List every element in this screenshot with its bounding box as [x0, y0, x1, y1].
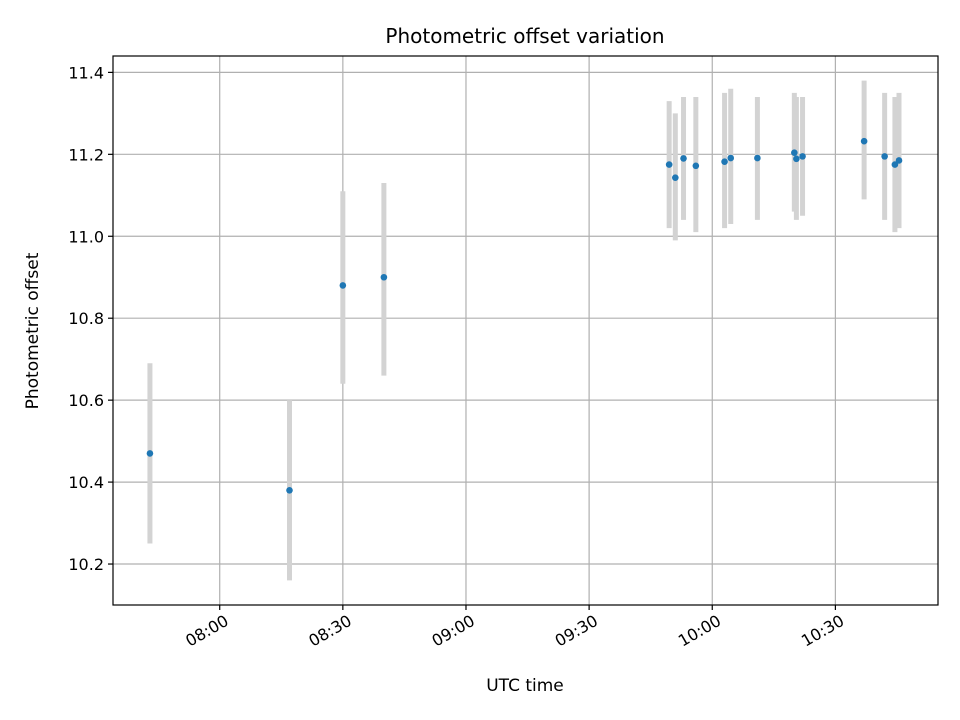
x-tick-label: 08:00: [182, 611, 231, 651]
x-axis-label: UTC time: [486, 676, 564, 696]
data-point: [721, 158, 728, 166]
plot-background: [113, 56, 938, 605]
y-tick-label: 10.2: [68, 555, 104, 574]
x-tick-label: 10:30: [798, 611, 847, 651]
data-point: [286, 486, 293, 494]
data-point: [895, 157, 903, 164]
data-point: [791, 149, 798, 156]
y-axis: 10.2 10.4 10.6 10.8 11.0 11.2 11.4: [68, 63, 113, 574]
data-point: [672, 174, 679, 181]
data-point: [339, 282, 347, 289]
y-axis-label: Photometric offset: [23, 252, 43, 409]
data-point: [380, 273, 388, 281]
x-tick-label: 10:00: [675, 611, 724, 651]
x-axis: 08:00 08:30 09:00 09:30 10:00 10:30: [182, 605, 847, 651]
data-point: [754, 154, 761, 162]
data-point: [146, 450, 154, 457]
y-tick-label: 11.0: [68, 227, 104, 246]
data-point: [665, 161, 673, 168]
data-point: [793, 155, 800, 163]
y-tick-label: 10.4: [68, 473, 104, 492]
data-points: [146, 137, 903, 494]
y-tick-label: 11.2: [68, 145, 104, 164]
data-point: [692, 162, 700, 170]
data-point: [727, 154, 735, 162]
y-tick-label: 10.8: [68, 309, 104, 328]
x-tick-label: 09:30: [552, 611, 601, 651]
data-point: [860, 137, 868, 145]
y-tick-label: 10.6: [68, 391, 104, 410]
x-tick-label: 09:00: [429, 611, 478, 651]
y-tick-label: 11.4: [68, 63, 104, 82]
data-point: [881, 153, 888, 160]
data-point: [799, 153, 806, 160]
grid: [113, 56, 938, 605]
chart-title: Photometric offset variation: [385, 24, 664, 48]
data-point: [891, 161, 899, 168]
x-tick-label: 08:30: [305, 611, 354, 651]
plot-frame: [112, 55, 939, 606]
data-point: [680, 155, 687, 162]
